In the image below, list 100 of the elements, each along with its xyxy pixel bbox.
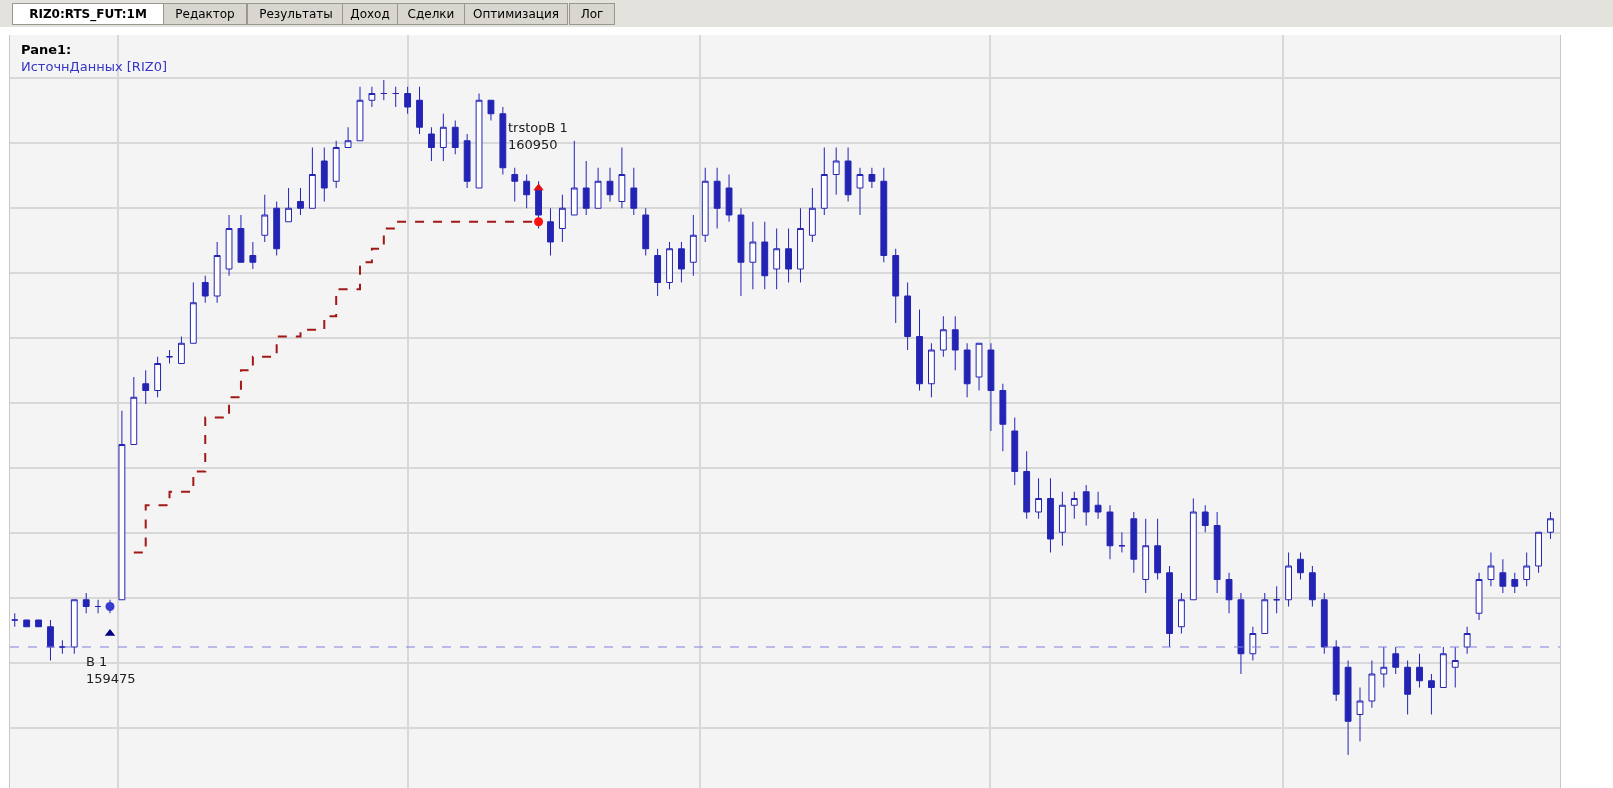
candlestick xyxy=(618,147,626,209)
candlestick xyxy=(1356,687,1364,742)
candlestick xyxy=(1166,565,1173,648)
candlestick xyxy=(642,207,650,256)
candlestick xyxy=(725,174,733,223)
candlestick xyxy=(1047,477,1054,553)
candlestick xyxy=(820,147,828,216)
candlestick xyxy=(1130,511,1138,574)
candlestick xyxy=(1213,511,1221,594)
candlestick xyxy=(1439,646,1447,688)
candlestick xyxy=(106,599,114,614)
annotation: trstopB 1 160950 xyxy=(508,120,568,152)
candlestick xyxy=(1308,565,1316,607)
candlestick xyxy=(70,599,78,655)
candlestick xyxy=(416,86,423,135)
candlestick xyxy=(1404,660,1412,715)
candlestick xyxy=(999,383,1007,452)
candlestick xyxy=(666,241,673,290)
candlestick xyxy=(785,228,792,283)
candlestick xyxy=(142,369,150,405)
candlestick xyxy=(261,194,269,243)
candlestick xyxy=(1380,646,1388,688)
candlestick xyxy=(451,120,459,155)
candlestick xyxy=(463,133,471,189)
text: RIZ0:RTS_FUT:1M xyxy=(29,6,147,22)
candlestick xyxy=(1451,646,1459,688)
candlestick xyxy=(1273,585,1281,614)
candlestick xyxy=(975,342,983,391)
candlestick xyxy=(844,147,852,202)
candlestick xyxy=(428,126,435,162)
candlestick xyxy=(963,342,971,398)
candlestick xyxy=(189,282,197,344)
candlestick xyxy=(1463,626,1471,655)
candlestick xyxy=(1475,572,1483,621)
candlestick xyxy=(535,180,542,229)
candlestick xyxy=(308,147,316,209)
candlestick xyxy=(1511,572,1519,594)
candlestick xyxy=(1499,558,1507,594)
candlestick xyxy=(1261,592,1269,634)
candlestick xyxy=(201,275,209,304)
candlestick xyxy=(1023,450,1031,520)
text: Сделки xyxy=(407,7,455,21)
candlestick xyxy=(523,174,531,209)
candlestick xyxy=(1285,552,1292,607)
candlestick xyxy=(951,315,959,371)
candlestick xyxy=(1368,660,1376,709)
candlestick xyxy=(439,113,447,162)
candlestick xyxy=(678,241,685,283)
candlestick xyxy=(547,207,554,256)
candlestick xyxy=(475,93,483,189)
text: Результаты xyxy=(259,7,333,21)
candlestick xyxy=(11,612,19,628)
candlestick xyxy=(939,315,947,358)
candlestick xyxy=(225,214,233,277)
candlestick xyxy=(594,167,602,209)
candlestick xyxy=(570,140,578,216)
candlestick xyxy=(1249,626,1257,661)
candlestick xyxy=(1428,673,1435,715)
candlestick xyxy=(1332,639,1340,702)
candlestick xyxy=(356,86,364,142)
candlestick xyxy=(749,221,757,290)
candlestick xyxy=(1094,491,1102,520)
candlestick xyxy=(1535,531,1542,574)
candlestick xyxy=(1189,498,1197,601)
text: Доход xyxy=(350,7,390,21)
candlestick xyxy=(94,599,102,614)
candlestick xyxy=(499,106,507,175)
candlestick xyxy=(761,221,769,290)
candlestick xyxy=(689,214,697,277)
candlestick xyxy=(987,342,995,432)
candlestick xyxy=(1523,552,1531,587)
candlestick xyxy=(273,201,281,256)
candlestick xyxy=(737,207,745,297)
candlestick xyxy=(1237,592,1245,675)
candlestick xyxy=(1201,504,1209,533)
candlestick xyxy=(1142,518,1150,594)
candlestick xyxy=(1392,646,1400,675)
candlestick xyxy=(832,147,840,196)
candlestick xyxy=(1297,552,1304,580)
candlestick xyxy=(773,228,781,290)
candlestick xyxy=(1011,417,1019,486)
text: Редактор xyxy=(175,7,235,21)
candlestick xyxy=(237,214,245,263)
candlestick xyxy=(582,160,590,216)
candlestick xyxy=(1320,592,1328,655)
candlestick xyxy=(701,167,709,243)
candlestick xyxy=(1344,660,1352,756)
candlestick xyxy=(166,349,173,364)
candlestick xyxy=(558,194,566,243)
candlestick xyxy=(1225,572,1233,614)
candlestick xyxy=(154,356,162,398)
point xyxy=(533,183,544,191)
candlestick xyxy=(904,282,912,351)
candlestick xyxy=(404,86,412,115)
candlestick xyxy=(606,167,614,202)
candlestick xyxy=(130,376,138,445)
candlestick xyxy=(1082,484,1090,526)
text: Оптимизация xyxy=(473,7,559,21)
chart-subtitle: ИсточнДанных [RIZ0] xyxy=(21,59,167,74)
candlestick xyxy=(297,187,304,216)
